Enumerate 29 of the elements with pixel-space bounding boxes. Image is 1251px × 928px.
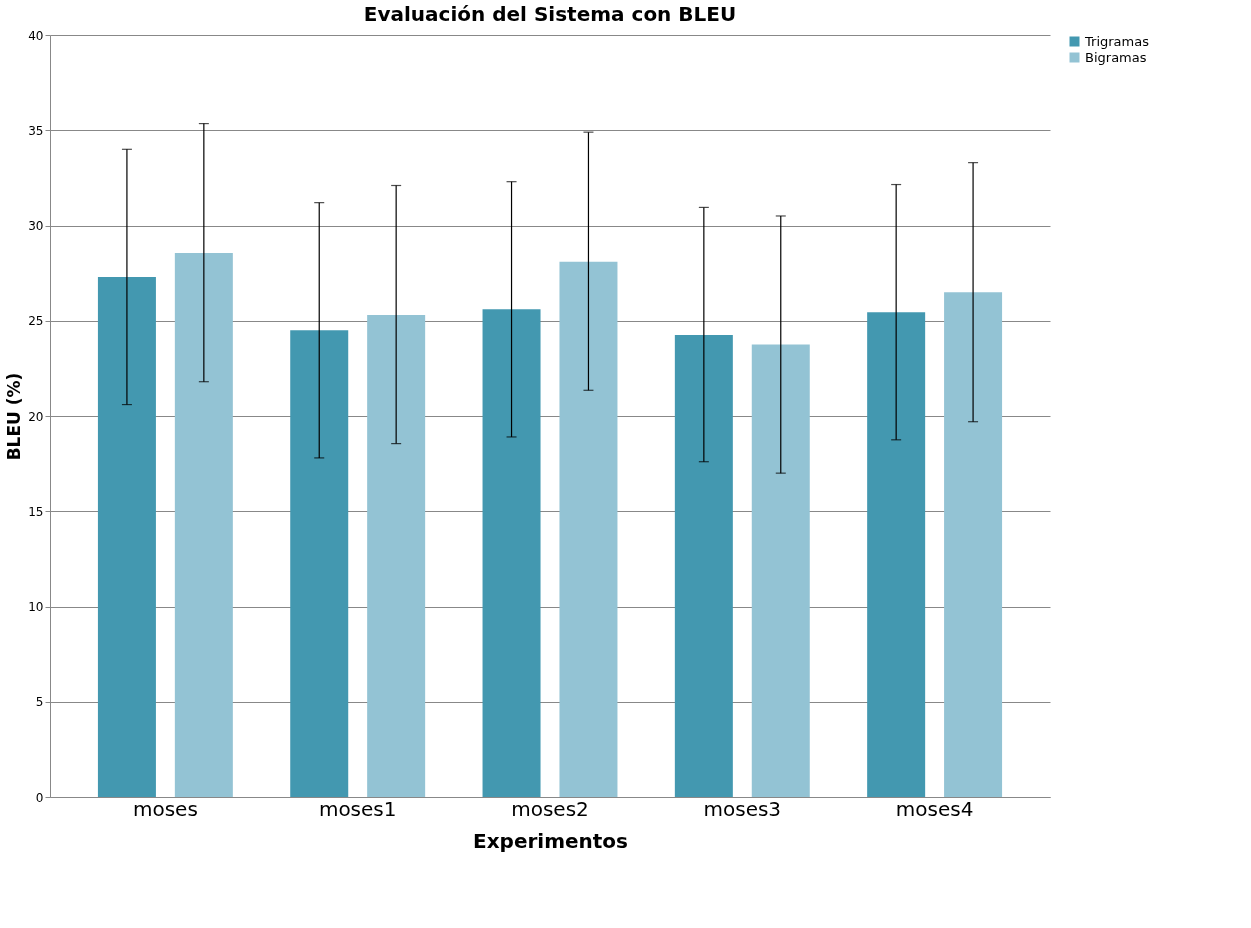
bar (290, 330, 349, 797)
y-tick-label: 0 (35, 790, 44, 805)
x-tick-label: moses (132, 796, 198, 821)
y-tick-label: 5 (35, 695, 44, 710)
legend-label: Bigramas (1085, 49, 1147, 65)
chart-title: Evaluación del Sistema con BLEU (363, 2, 737, 26)
y-tick-label: 15 (28, 504, 44, 519)
bar (174, 253, 233, 797)
x-tick-label: moses4 (895, 796, 974, 821)
y-tick-label: 25 (28, 314, 44, 329)
bar (559, 261, 618, 797)
x-tick-label: moses1 (318, 796, 397, 821)
x-tick-label: moses2 (511, 796, 589, 821)
bar (97, 276, 156, 797)
x-axis-title: Experimentos (472, 828, 629, 853)
y-tick-label: 20 (28, 409, 44, 424)
y-axis-title: BLEU (%) (4, 372, 25, 461)
y-tick-label: 40 (28, 28, 44, 43)
x-tick-label: moses3 (703, 796, 782, 821)
bar (751, 344, 810, 797)
y-tick-label: 10 (28, 600, 44, 614)
bar (674, 335, 733, 797)
bar (367, 315, 426, 797)
y-tick-label: 35 (28, 123, 44, 138)
bar (867, 312, 926, 797)
bar (944, 292, 1003, 797)
bar (482, 309, 541, 797)
y-tick-label: 30 (28, 219, 44, 233)
legend-label: Trigramas (1084, 33, 1150, 49)
